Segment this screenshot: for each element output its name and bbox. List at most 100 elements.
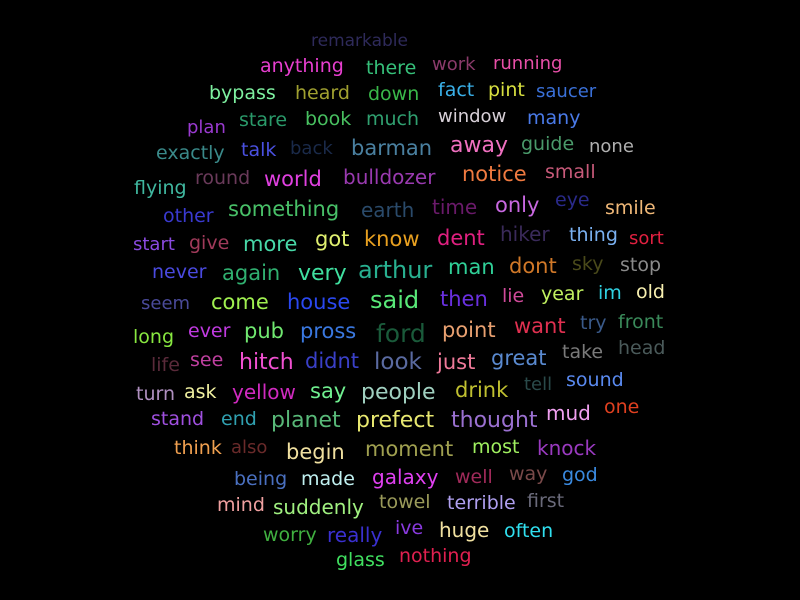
cloud-word-something: something <box>228 197 340 221</box>
cloud-word-im: im <box>598 282 622 304</box>
cloud-word-earth: earth <box>361 198 415 222</box>
cloud-word-galaxy: galaxy <box>372 465 439 489</box>
cloud-word-house: house <box>287 290 351 314</box>
cloud-word-exactly: exactly <box>156 142 225 164</box>
cloud-word-running: running <box>493 53 563 74</box>
cloud-word-back: back <box>290 138 333 159</box>
cloud-word-anything: anything <box>260 55 344 77</box>
cloud-word-talk: talk <box>241 139 277 161</box>
cloud-word-ive: ive <box>395 517 424 539</box>
cloud-word-many: many <box>527 107 581 129</box>
cloud-word-thing: thing <box>569 224 618 246</box>
cloud-word-come: come <box>211 290 269 314</box>
cloud-word-year: year <box>541 283 584 305</box>
cloud-word-again: again <box>222 261 281 285</box>
cloud-word-just: just <box>437 350 476 374</box>
cloud-word-other: other <box>163 205 214 227</box>
cloud-word-being: being <box>234 468 288 490</box>
cloud-word-people: people <box>361 380 436 405</box>
cloud-word-saucer: saucer <box>536 81 597 102</box>
cloud-word-nothing: nothing <box>399 545 472 567</box>
cloud-word-time: time <box>432 195 478 219</box>
cloud-word-then: then <box>440 287 488 311</box>
cloud-word-eye: eye <box>555 189 590 211</box>
cloud-word-end: end <box>221 408 257 430</box>
cloud-word-ever: ever <box>188 320 231 342</box>
cloud-word-huge: huge <box>439 518 490 542</box>
cloud-word-terrible: terrible <box>447 492 516 514</box>
cloud-word-barman: barman <box>351 136 433 160</box>
cloud-word-flying: flying <box>134 177 187 199</box>
cloud-word-made: made <box>301 468 355 490</box>
cloud-word-got: got <box>315 227 350 251</box>
cloud-word-prefect: prefect <box>356 408 435 433</box>
cloud-word-very: very <box>298 261 347 286</box>
cloud-word-plan: plan <box>187 117 226 138</box>
cloud-word-smile: smile <box>605 197 656 219</box>
cloud-word-suddenly: suddenly <box>273 495 364 519</box>
cloud-word-start: start <box>133 234 175 255</box>
cloud-word-none: none <box>589 136 634 157</box>
cloud-word-only: only <box>495 193 540 217</box>
cloud-word-god: god <box>562 464 598 486</box>
cloud-word-stand: stand <box>151 408 205 430</box>
cloud-word-towel: towel <box>379 491 431 513</box>
cloud-word-often: often <box>504 520 554 542</box>
cloud-word-long: long <box>133 326 175 348</box>
cloud-word-window: window <box>438 106 507 127</box>
cloud-word-pross: pross <box>300 319 357 343</box>
cloud-word-stop: stop <box>620 254 662 276</box>
cloud-word-guide: guide <box>521 133 575 155</box>
cloud-word-want: want <box>514 314 566 338</box>
cloud-word-yellow: yellow <box>232 380 296 404</box>
cloud-word-tell: tell <box>524 374 553 395</box>
cloud-word-mind: mind <box>217 494 265 516</box>
cloud-word-pub: pub <box>244 319 284 343</box>
cloud-word-stare: stare <box>239 109 288 131</box>
cloud-word-never: never <box>152 261 207 283</box>
cloud-word-thought: thought <box>451 408 538 433</box>
cloud-word-small: small <box>545 161 596 183</box>
cloud-word-notice: notice <box>462 162 527 186</box>
cloud-word-remarkable: remarkable <box>311 31 408 51</box>
cloud-word-worry: worry <box>263 524 317 546</box>
cloud-word-arthur: arthur <box>358 256 433 284</box>
cloud-word-sound: sound <box>566 369 624 391</box>
cloud-word-knock: knock <box>537 436 597 460</box>
cloud-word-dent: dent <box>437 226 485 250</box>
cloud-word-much: much <box>366 108 420 130</box>
cloud-word-first: first <box>527 490 565 512</box>
cloud-word-point: point <box>442 318 496 342</box>
cloud-word-moment: moment <box>365 437 454 461</box>
cloud-word-sort: sort <box>629 228 664 249</box>
cloud-word-ask: ask <box>184 381 217 403</box>
cloud-word-say: say <box>310 379 347 403</box>
cloud-word-hiker: hiker <box>500 222 550 246</box>
cloud-word-great: great <box>491 346 547 370</box>
cloud-word-ford: ford <box>376 319 426 348</box>
cloud-word-bypass: bypass <box>209 82 276 104</box>
cloud-word-away: away <box>450 133 508 158</box>
cloud-word-seem: seem <box>141 293 191 314</box>
cloud-word-more: more <box>243 232 298 256</box>
cloud-word-old: old <box>636 281 665 303</box>
cloud-word-way: way <box>509 463 548 485</box>
cloud-word-also: also <box>231 437 268 458</box>
cloud-word-front: front <box>618 311 664 333</box>
cloud-word-pint: pint <box>488 79 525 101</box>
cloud-word-lie: lie <box>502 285 525 307</box>
cloud-word-heard: heard <box>295 82 350 104</box>
cloud-word-hitch: hitch <box>239 350 294 375</box>
cloud-word-fact: fact <box>438 79 475 101</box>
cloud-word-didnt: didnt <box>305 349 360 373</box>
cloud-word-begin: begin <box>286 440 345 464</box>
cloud-word-planet: planet <box>271 408 341 433</box>
cloud-word-know: know <box>364 227 420 251</box>
cloud-word-there: there <box>366 57 417 79</box>
cloud-word-most: most <box>472 436 520 458</box>
cloud-word-dont: dont <box>509 254 557 278</box>
cloud-word-world: world <box>264 167 322 191</box>
cloud-word-take: take <box>562 341 604 363</box>
cloud-word-really: really <box>327 523 383 547</box>
